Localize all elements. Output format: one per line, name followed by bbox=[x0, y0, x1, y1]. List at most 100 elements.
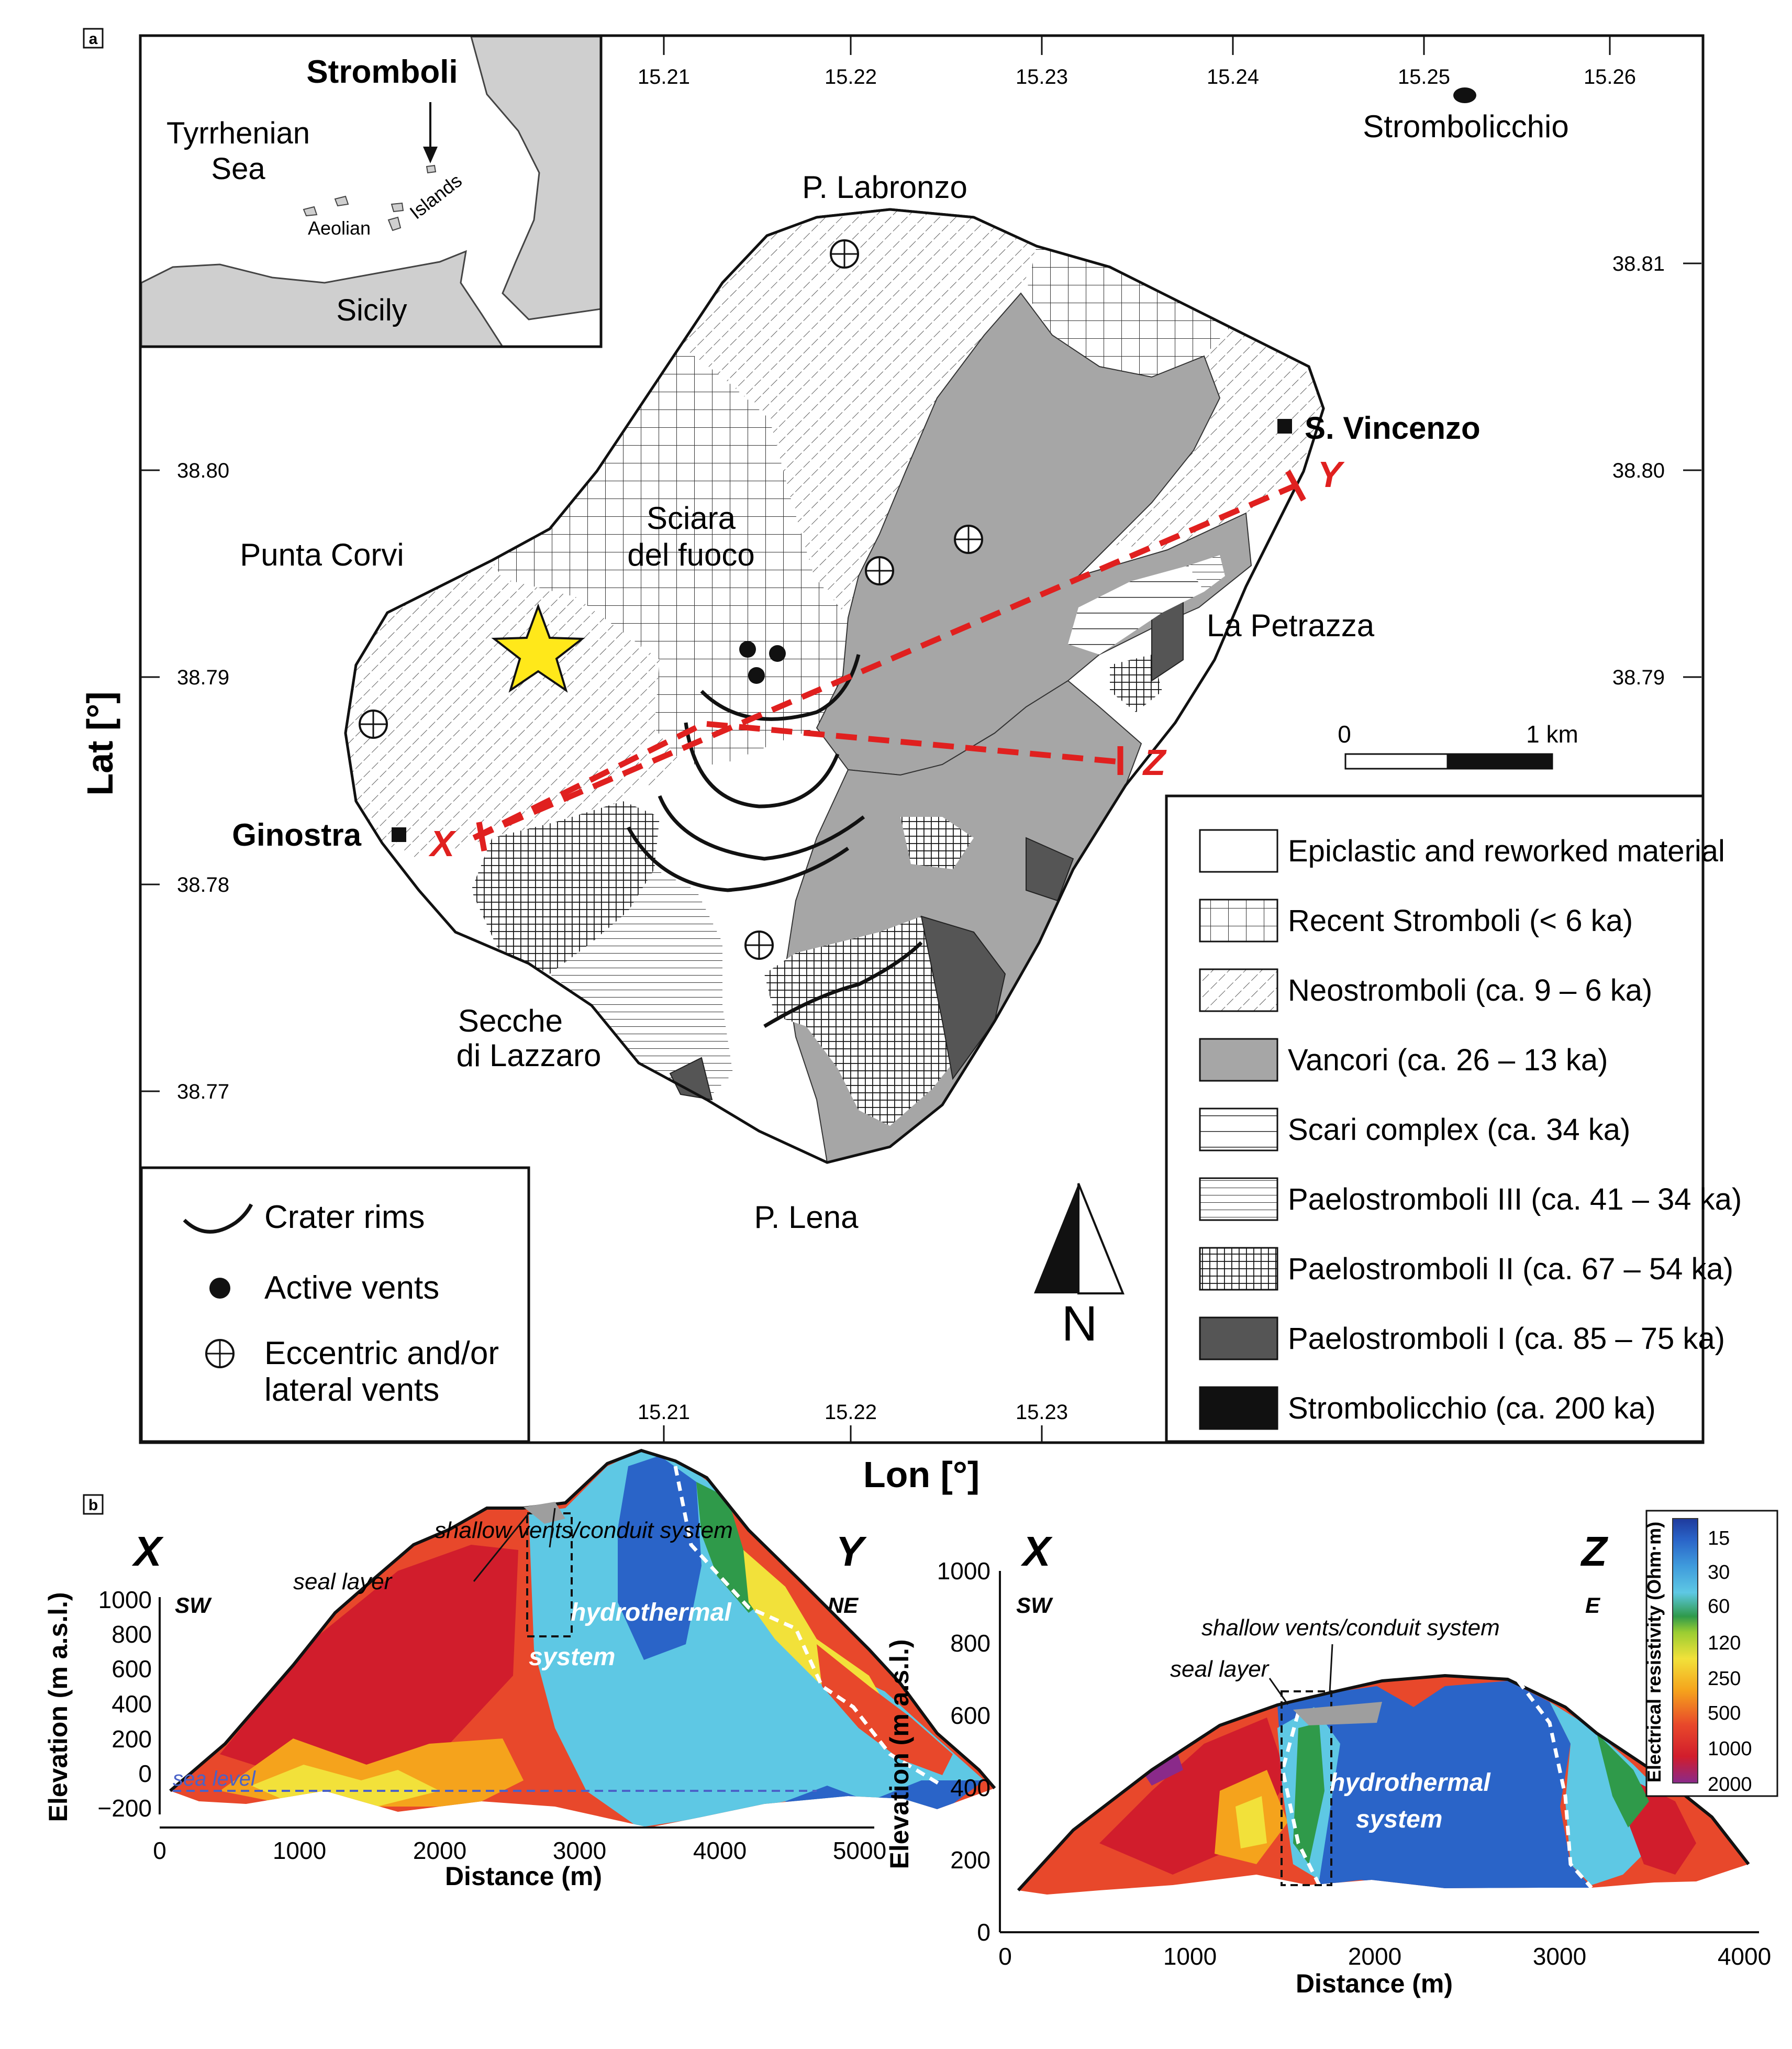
resistivity-title: Electrical resistivity (Ohm·m) bbox=[1643, 1522, 1665, 1782]
section-xz-ytick: 200 bbox=[950, 1846, 990, 1874]
section-xz-end-left: X bbox=[1020, 1528, 1053, 1575]
section-xy-seal-layer bbox=[524, 1502, 565, 1524]
resistivity-zone-deep-blue bbox=[618, 1456, 702, 1660]
profile-line-xy bbox=[472, 481, 1300, 841]
symbol-legend-label: lateral vents bbox=[264, 1372, 439, 1408]
crater-rim bbox=[658, 795, 865, 861]
eccentric-vent-icon bbox=[359, 710, 388, 739]
resistivity-value: 15 bbox=[1708, 1527, 1730, 1549]
section-xz-ytick: 0 bbox=[977, 1919, 990, 1946]
crater-rim-icon bbox=[183, 1203, 253, 1234]
section-xy-xlabel: Distance (m) bbox=[445, 1862, 602, 1891]
island-outline-stroke bbox=[344, 208, 1325, 1164]
north-arrow-icon-outline bbox=[1077, 1183, 1125, 1294]
section-xy-ytick: 600 bbox=[112, 1655, 152, 1682]
symbol-legend: Crater rims Active vents Eccentric and/o… bbox=[140, 1166, 530, 1443]
place-punta-corvi: Punta Corvi bbox=[240, 537, 404, 572]
eccentric-vent-icon bbox=[954, 525, 983, 554]
resistivity-zone-high bbox=[220, 1545, 518, 1791]
unit-paleostromboli-i-sw bbox=[669, 1057, 713, 1101]
eccentric-vent-icon bbox=[744, 931, 774, 960]
resistivity-value: 60 bbox=[1708, 1596, 1730, 1618]
profile-end-y bbox=[1285, 470, 1306, 502]
section-xz-conduit-box bbox=[1281, 1690, 1332, 1886]
section-xz-ytick: 400 bbox=[950, 1774, 990, 1801]
lat-tick-left: 38.80 bbox=[177, 459, 229, 482]
section-xz-xlabel: Distance (m) bbox=[1296, 1969, 1453, 1998]
unit-legend-label: Strombolicchio (ca. 200 ka) bbox=[1288, 1391, 1656, 1425]
section-xy-xtick: 2000 bbox=[413, 1837, 466, 1864]
unit-legend-item: Paelostromboli I (ca. 85 – 75 ka) bbox=[1199, 1316, 1725, 1360]
inset-location-map: Stromboli Tyrrhenian Sea Aeolian Islands… bbox=[139, 34, 603, 348]
section-xz-xtick: 3000 bbox=[1533, 1943, 1586, 1970]
section-xz-xtick: 4000 bbox=[1718, 1943, 1771, 1970]
section-xy-ytick: 1000 bbox=[98, 1586, 152, 1613]
place-secche-line2: di Lazzaro bbox=[457, 1038, 602, 1073]
inset-aeolian-label: Aeolian bbox=[308, 217, 371, 239]
place-secche-line1: Secche bbox=[458, 1003, 563, 1038]
section-xy-dir-left: SW bbox=[175, 1593, 212, 1618]
unit-legend-label: Paelostromboli III (ca. 41 – 34 ka) bbox=[1288, 1182, 1742, 1216]
section-xy: X Y SW NE sea level s bbox=[43, 1448, 996, 1891]
profile-label-y: Y bbox=[1318, 454, 1345, 495]
sea-level-label: sea level bbox=[173, 1767, 256, 1790]
inset-sicily-label: Sicily bbox=[336, 293, 407, 327]
active-vent-icon bbox=[748, 667, 765, 684]
inset-sea-line1: Tyrrhenian bbox=[166, 116, 310, 150]
section-xy-topography bbox=[169, 1448, 996, 1792]
lon-tick-top: 15.23 bbox=[1016, 65, 1068, 88]
panel-a-xlabel: Lon [°] bbox=[863, 1454, 980, 1495]
eccentric-vents bbox=[359, 239, 983, 960]
lon-ticks-bottom: 15.21 15.22 15.23 bbox=[638, 1401, 1068, 1442]
section-xy-ylabel: Elevation (m a.s.l.) bbox=[43, 1592, 73, 1822]
section-xz-hydro-label1: hydrothermal bbox=[1330, 1769, 1491, 1797]
section-xy-hydro-label2: system bbox=[529, 1643, 615, 1671]
section-xy-ytick: 800 bbox=[112, 1621, 152, 1648]
section-xz-ylabel: Elevation (m a.s.l.) bbox=[885, 1639, 914, 1869]
symbol-legend-label: Active vents bbox=[264, 1270, 439, 1306]
section-xy-ytick: 200 bbox=[112, 1725, 152, 1753]
profile-end-x bbox=[476, 822, 487, 851]
section-xz-dir-right: E bbox=[1585, 1593, 1601, 1618]
section-xz-hydrothermal-boundary-east bbox=[1517, 1679, 1593, 1889]
place-names: P. Labronzo S. Vincenzo Sciara del fuoco… bbox=[232, 170, 1480, 1235]
lon-tick-bottom: 15.23 bbox=[1016, 1401, 1068, 1424]
lon-tick-bottom: 15.21 bbox=[638, 1401, 690, 1424]
lat-tick-right: 38.80 bbox=[1612, 459, 1665, 482]
active-vent-icon bbox=[739, 641, 756, 658]
scale-bar: 0 1 km bbox=[1338, 721, 1578, 770]
eccentric-vent-icon bbox=[830, 239, 859, 269]
lon-ticks-top: 15.21 15.22 15.23 15.24 15.25 15.26 bbox=[638, 37, 1636, 88]
unit-legend-label: Paelostromboli I (ca. 85 – 75 ka) bbox=[1288, 1322, 1725, 1356]
unit-legend: Epiclastic and reworked material Recent … bbox=[1165, 794, 1742, 1443]
section-xy-xtick: 0 bbox=[153, 1837, 166, 1864]
lon-tick-top: 15.26 bbox=[1584, 65, 1636, 88]
crater-rim bbox=[700, 654, 861, 721]
arrow-down-icon bbox=[423, 147, 438, 163]
section-xy-vents-label: shallow vents/conduit system bbox=[435, 1518, 733, 1543]
unit-legend-label: Vancori (ca. 26 – 13 ka) bbox=[1288, 1043, 1608, 1077]
panel-b-label: b bbox=[88, 1497, 98, 1514]
symbol-legend-label: Eccentric and/or bbox=[264, 1335, 499, 1371]
section-xz-vents-label: shallow vents/conduit system bbox=[1201, 1615, 1500, 1641]
unit-legend-item: Neostromboli (ca. 9 – 6 ka) bbox=[1199, 968, 1652, 1012]
unit-legend-item: Recent Stromboli (< 6 ka) bbox=[1199, 899, 1633, 943]
crater-rim bbox=[684, 722, 840, 808]
section-xy-axes: 1000 800 600 400 200 0 −200 0 1000 2000 … bbox=[97, 1586, 886, 1864]
section-xy-hydrothermal-boundary bbox=[673, 1466, 943, 1788]
resistivity-zone-green-east bbox=[1597, 1733, 1649, 1828]
crater-rims bbox=[626, 654, 923, 1028]
unit-neostromboli-ne bbox=[1110, 327, 1323, 550]
lon-tick-top: 15.24 bbox=[1207, 65, 1259, 88]
active-vent-icon bbox=[209, 1278, 230, 1299]
section-xy-xtick: 1000 bbox=[273, 1837, 326, 1864]
section-xz-xtick: 2000 bbox=[1348, 1943, 1401, 1970]
section-xz-end-right: Z bbox=[1580, 1528, 1609, 1575]
lat-tick-right: 38.81 bbox=[1612, 252, 1665, 275]
section-xy-hydro-label1: hydrothermal bbox=[571, 1599, 732, 1626]
unit-paleostromboli-ii-sw bbox=[471, 801, 660, 974]
section-xz-hydrothermal-boundary bbox=[1281, 1712, 1321, 1886]
profile-label-x: X bbox=[428, 823, 457, 864]
panel-a-label: a bbox=[89, 30, 98, 48]
